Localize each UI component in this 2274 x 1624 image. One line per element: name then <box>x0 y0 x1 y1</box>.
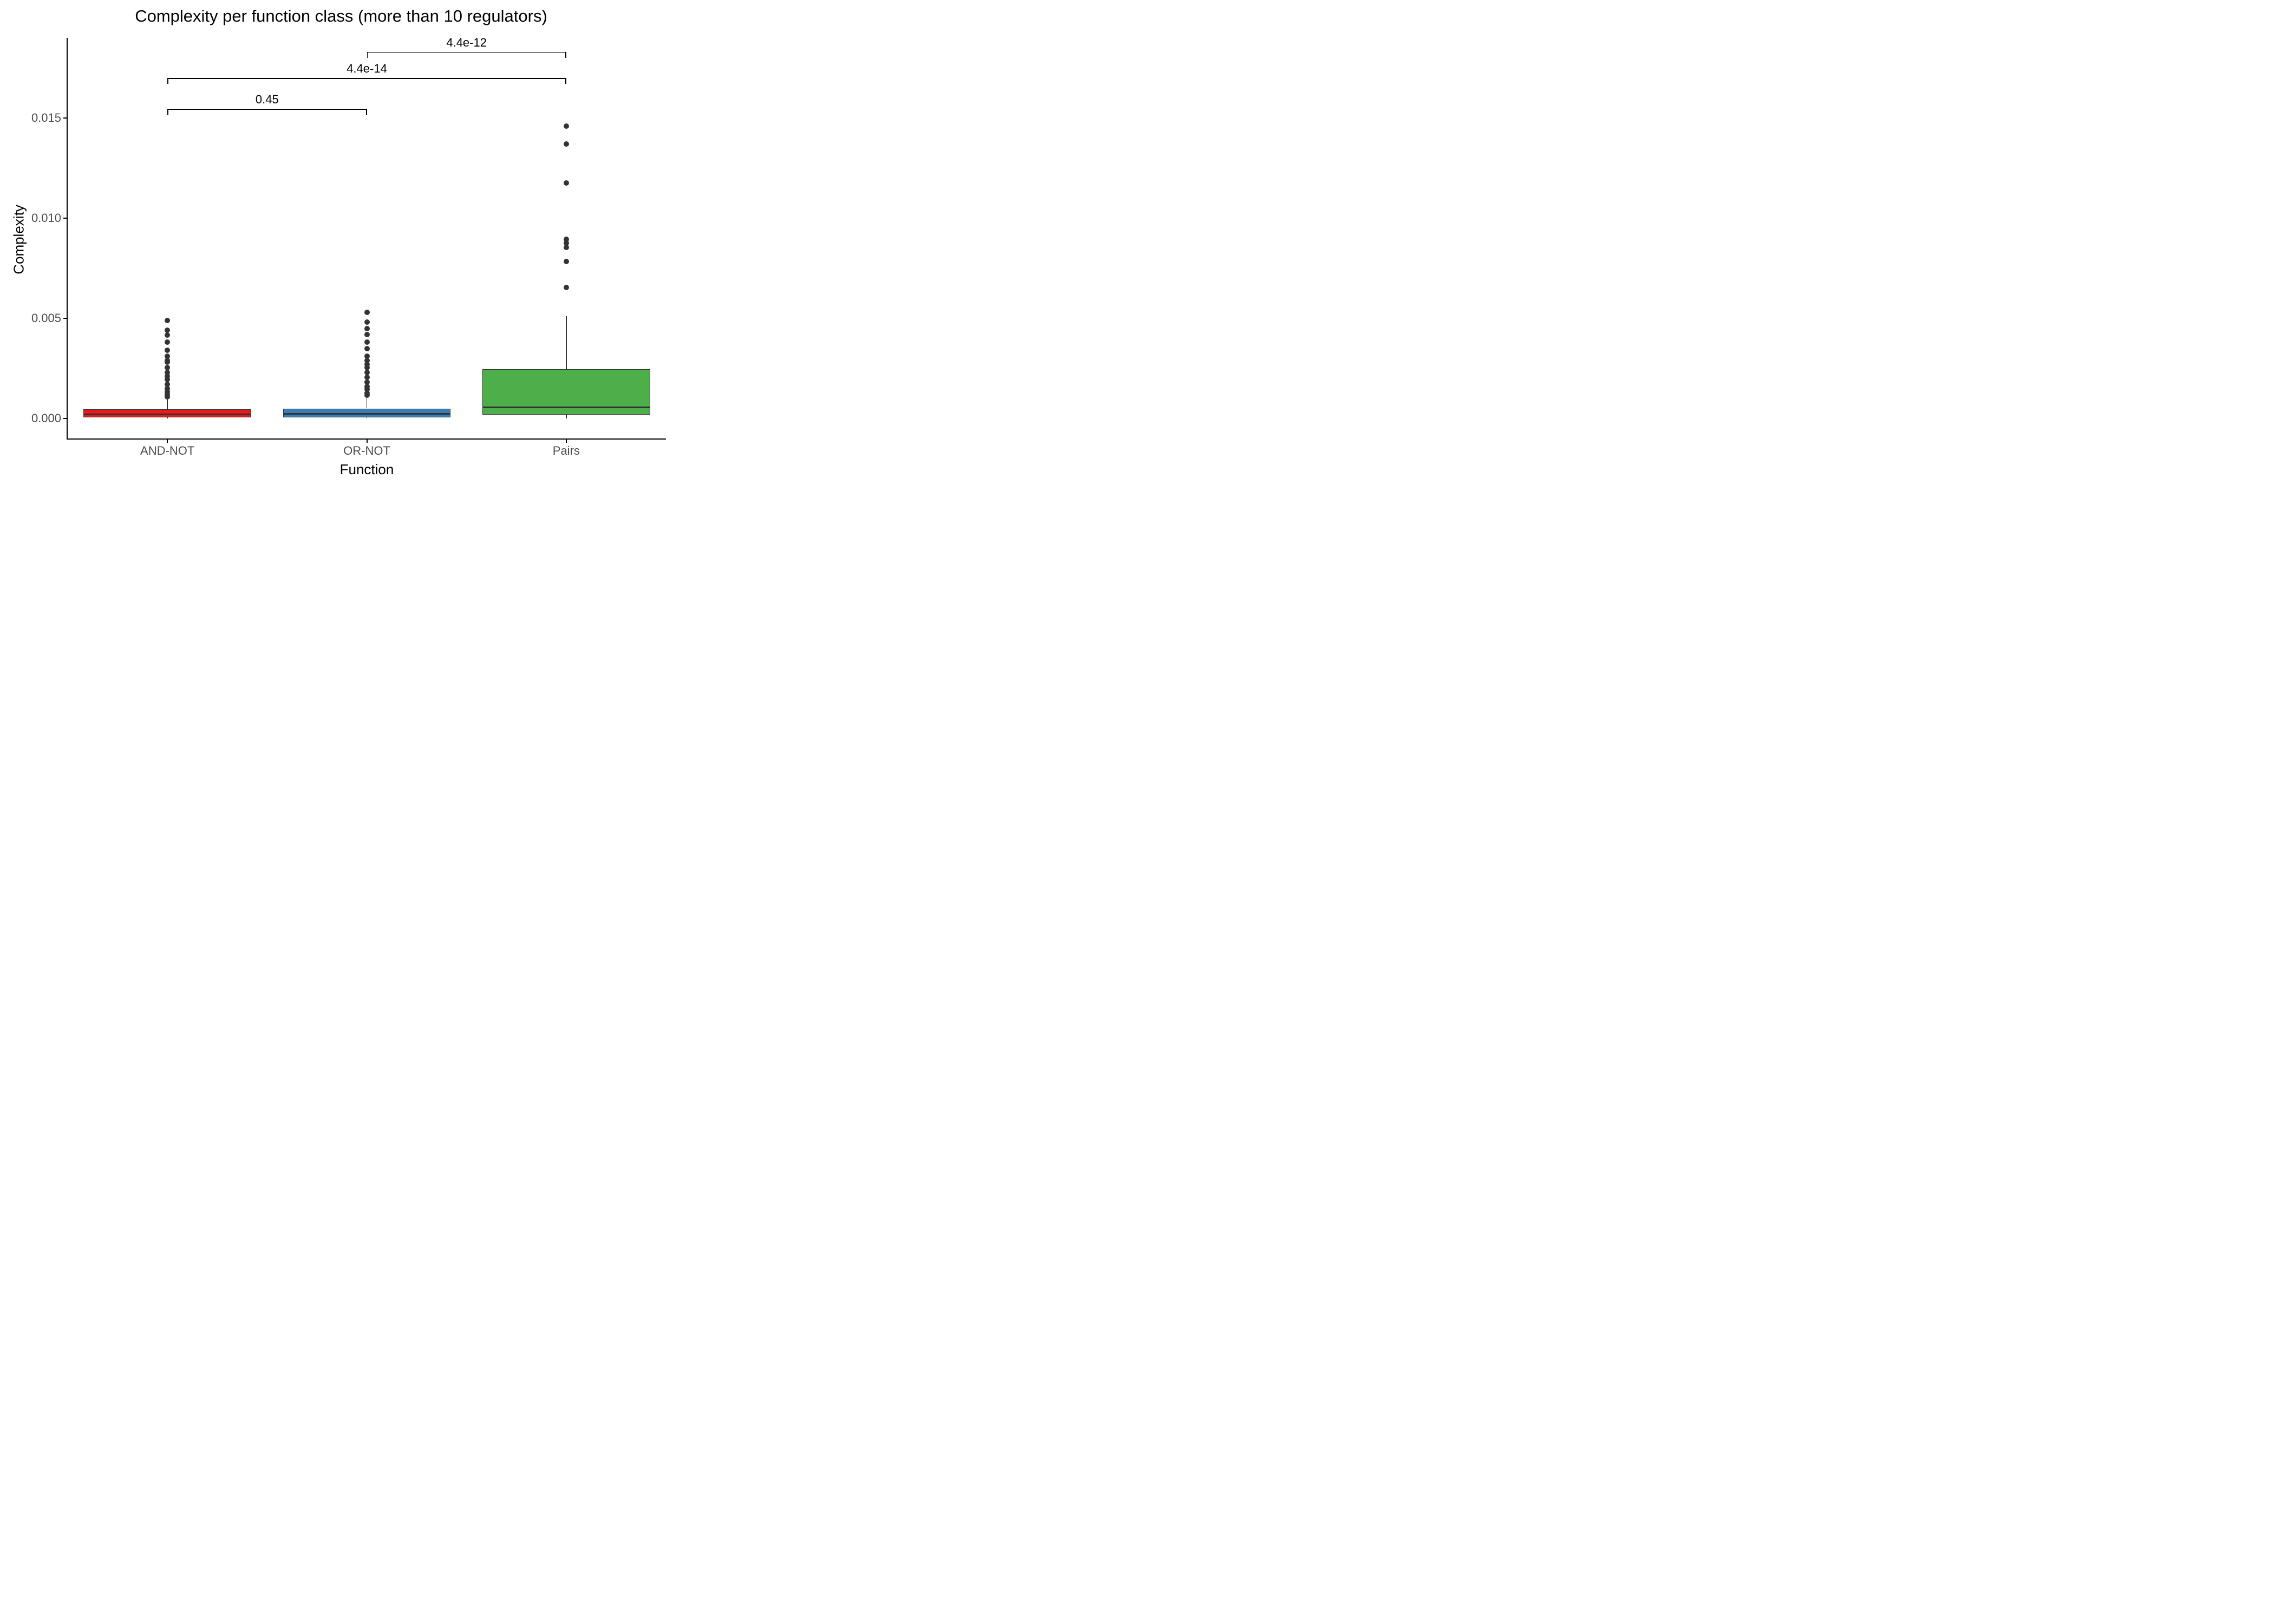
outlier-point <box>165 370 170 375</box>
outlier-point <box>564 237 569 242</box>
whisker-lower <box>167 417 168 418</box>
sig-bracket-tip <box>366 109 367 115</box>
sig-bracket-label: 0.45 <box>256 93 279 107</box>
y-tick <box>63 218 68 219</box>
outlier-point <box>364 346 370 351</box>
outlier-point <box>165 339 170 345</box>
median-line <box>482 407 650 408</box>
whisker-lower <box>367 417 368 418</box>
x-tick <box>367 438 368 443</box>
y-tick <box>63 117 68 119</box>
outlier-point <box>165 332 170 338</box>
x-tick-label: OR-NOT <box>343 444 390 458</box>
outlier-point <box>364 353 370 359</box>
outlier-point <box>364 319 370 325</box>
y-axis-title: Complexity <box>10 40 27 440</box>
y-tick <box>63 318 68 319</box>
sig-bracket-label: 4.4e-12 <box>446 36 487 50</box>
outlier-point <box>165 348 170 353</box>
outlier-point <box>165 328 170 333</box>
whisker-upper <box>367 397 368 408</box>
outlier-point <box>364 375 370 380</box>
outlier-point <box>364 379 370 385</box>
sig-bracket-tip <box>167 78 168 84</box>
chart-title: Complexity per function class (more than… <box>0 6 682 26</box>
plot-area: 0.45 4.4e-14 4.4e-12 <box>68 38 666 438</box>
x-tick-label: Pairs <box>553 444 580 458</box>
sig-bracket <box>167 78 566 79</box>
sig-bracket-tip <box>367 52 368 58</box>
x-tick <box>167 438 168 443</box>
outlier-point <box>564 123 569 129</box>
y-axis-line <box>67 38 68 440</box>
outlier-point <box>364 339 370 345</box>
outlier-point <box>364 326 370 331</box>
sig-bracket <box>367 52 566 53</box>
y-tick-label: 0.005 <box>31 311 61 325</box>
outlier-point <box>564 141 569 147</box>
outlier-point <box>165 382 170 387</box>
outlier-point <box>564 285 569 290</box>
sig-bracket-tip <box>565 52 566 58</box>
sig-bracket-label: 4.4e-14 <box>347 62 387 76</box>
outlier-point <box>165 318 170 323</box>
sig-bracket-tip <box>167 109 168 115</box>
outlier-point <box>364 332 370 337</box>
x-tick-label: AND-NOT <box>140 444 194 458</box>
y-tick-label: 0.000 <box>31 411 61 425</box>
median-line <box>283 413 450 415</box>
outlier-point <box>564 180 569 186</box>
whisker-upper <box>566 316 567 369</box>
boxplot-chart: Complexity per function class (more than… <box>0 0 682 487</box>
whisker-upper <box>167 400 168 410</box>
median-line <box>83 414 251 415</box>
outlier-point <box>364 370 370 375</box>
x-tick <box>566 438 567 443</box>
sig-bracket <box>167 109 367 110</box>
outlier-point <box>364 310 370 315</box>
y-tick-label: 0.010 <box>31 211 61 225</box>
whisker-lower <box>566 415 567 418</box>
outlier-point <box>165 365 170 370</box>
outlier-point <box>564 259 569 264</box>
outlier-point <box>165 353 170 359</box>
sig-bracket-tip <box>565 78 566 84</box>
y-tick <box>63 418 68 419</box>
x-axis-title: Function <box>68 461 666 478</box>
y-tick-label: 0.015 <box>31 111 61 125</box>
